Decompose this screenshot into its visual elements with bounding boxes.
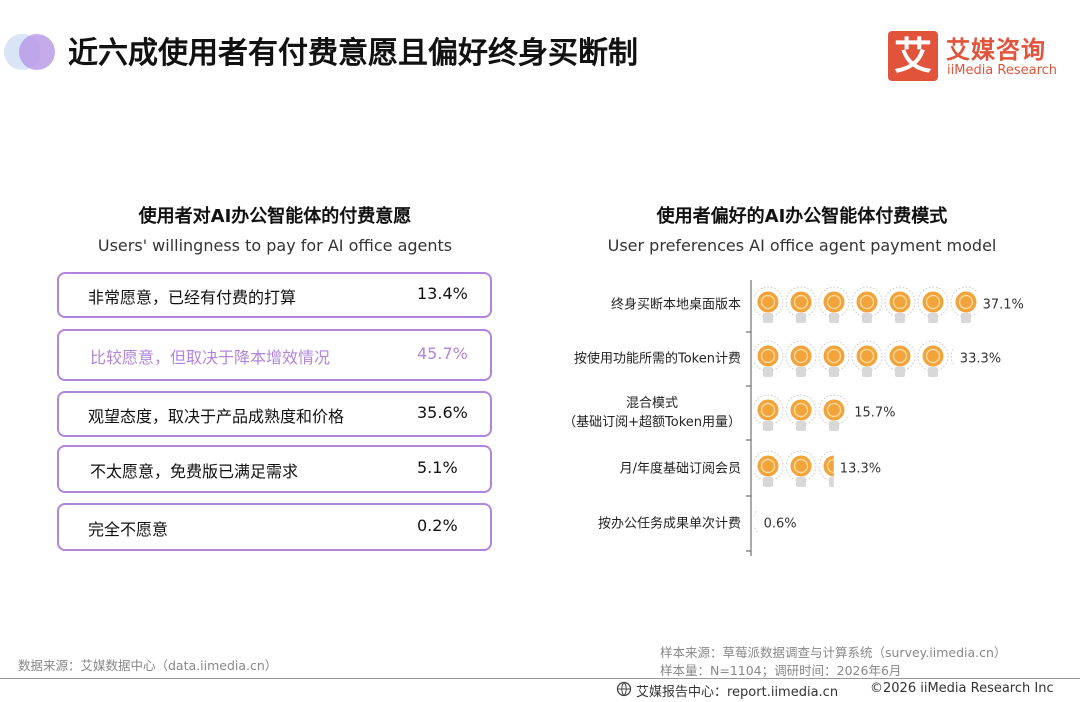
option-label: 不太愿意，免费版已满足需求 (90, 462, 299, 481)
value-label: 35.6% (417, 403, 468, 422)
option-label: 非常愿意，已经有付费的打算 (88, 288, 297, 307)
sample-source: 样本来源：草莓派数据调查与计算系统（survey.iimedia.cn） (660, 645, 1007, 660)
category-label: 终身买断本地桌面版本 (610, 297, 741, 313)
globe-icon (616, 681, 632, 697)
option-box (57, 445, 492, 493)
pictograph-bar (754, 450, 834, 487)
option-box (57, 391, 492, 437)
logo-name: 艾媒咨询 (946, 36, 1046, 64)
decor-circles (4, 34, 55, 70)
chart-title: 使用者偏好的AI办公智能体付费模式 (656, 206, 948, 227)
option-label: 完全不愿意 (88, 520, 169, 539)
chart-subtitle: Users' willingness to pay for AI office … (97, 236, 453, 255)
option-label: 比较愿意，但取决于降本增效情况 (90, 348, 331, 367)
value-label: 13.3% (839, 461, 882, 477)
option-box (57, 272, 492, 318)
pictograph-bar (754, 340, 954, 377)
chart-subtitle: User preferences AI office agent payment… (607, 236, 997, 255)
value-label: 5.1% (417, 458, 458, 477)
logo-name-en: iiMedia Research (947, 63, 1058, 78)
footer-line (0, 678, 1080, 679)
category-label: 混合模式 （基础订阅+超额Token用量） (563, 396, 741, 430)
value-label: 13.4% (417, 284, 468, 303)
pictograph-bar (754, 394, 849, 431)
report-center: 艾媒报告中心：report.iimedia.cn (636, 685, 839, 700)
value-label: 37.1% (982, 297, 1024, 313)
pictograph-bar (754, 286, 977, 323)
value-label: 33.3% (959, 351, 1002, 367)
value-label: 0.6% (763, 516, 797, 532)
chart-title: 使用者对AI办公智能体的付费意愿 (138, 206, 412, 227)
category-label: 月/年度基础订阅会员 (619, 461, 741, 477)
pictograph-bar (754, 509, 758, 533)
data-source: 数据来源：艾媒数据中心（data.iimedia.cn） (18, 658, 278, 673)
category-label: 按使用功能所需的Token计费 (574, 351, 741, 367)
logo-icon: 艾 (888, 31, 938, 81)
page-title: 近六成使用者有付费意愿且偏好终身买断制 (68, 36, 638, 71)
copyright: ©2026 iiMedia Research Inc (870, 681, 1054, 696)
option-box (57, 329, 492, 381)
sample-size: 样本量：N=1104；调研时间：2026年6月 (660, 663, 902, 678)
category-label: 按办公任务成果单次计费 (597, 516, 741, 532)
option-label: 观望态度，取决于产品成熟度和价格 (88, 407, 345, 426)
value-label: 0.2% (417, 516, 458, 535)
value-label: 15.7% (854, 405, 896, 421)
option-box (57, 503, 492, 551)
value-label: 45.7% (417, 344, 468, 363)
